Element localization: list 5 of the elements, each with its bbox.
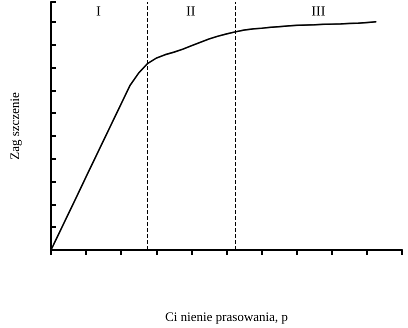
text: II xyxy=(186,4,196,20)
text: I xyxy=(96,4,102,20)
y-axis-title: Zag szczenie xyxy=(7,92,22,160)
text: III xyxy=(311,4,326,20)
x-axis-title: Ci nienie prasowania, p xyxy=(165,309,288,324)
